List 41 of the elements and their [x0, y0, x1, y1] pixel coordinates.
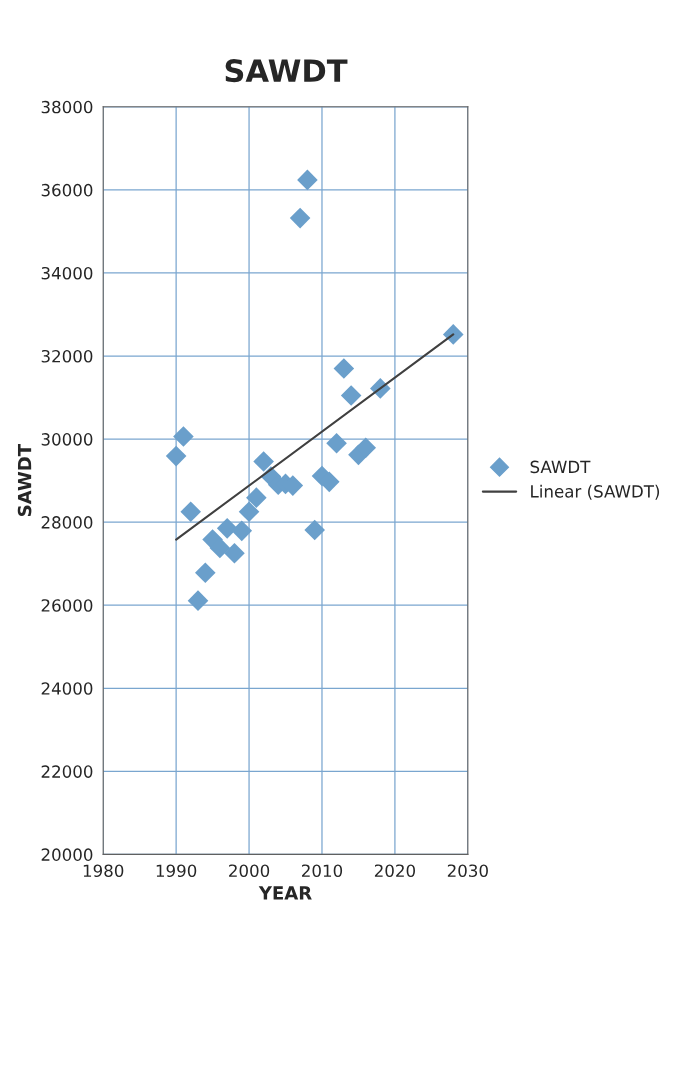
x-tick-label: 2020: [374, 864, 416, 878]
y-tick-label: 34000: [41, 266, 93, 280]
y-axis-title: SAWDT: [17, 444, 32, 516]
point: [333, 358, 355, 379]
y-tick-label: 38000: [41, 100, 93, 114]
point: [180, 501, 202, 523]
point: [165, 445, 187, 467]
y-tick-label: 26000: [41, 599, 93, 612]
y-tick-label: 20000: [41, 848, 93, 861]
x-axis-title: YEAR: [258, 886, 312, 900]
point: [442, 324, 464, 345]
y-tick-label: 36000: [41, 183, 93, 197]
x-tick-label: 1980: [83, 864, 124, 878]
point: [187, 590, 209, 611]
legend-label: Linear (SAWDT): [531, 484, 660, 500]
point: [195, 562, 216, 584]
point: [355, 437, 377, 459]
y-tick-label: 24000: [41, 682, 93, 695]
point: [216, 518, 238, 539]
y-tick-label: 22000: [41, 765, 93, 778]
point: [289, 207, 311, 229]
x-tick-label: 2030: [447, 864, 488, 878]
point: [253, 451, 274, 472]
point: [340, 385, 362, 406]
x-tick-label: 1990: [156, 864, 197, 878]
legend-label: SAWDT: [530, 460, 591, 474]
point: [224, 542, 245, 564]
point: [238, 501, 260, 523]
chart-title: SAWDT: [225, 59, 348, 83]
x-tick-label: 2010: [302, 864, 343, 878]
point: [231, 520, 253, 542]
x-tick-label: 2000: [229, 864, 270, 878]
point: [326, 432, 347, 454]
point: [173, 426, 194, 447]
y-tick-label: 32000: [41, 349, 93, 363]
y-tick-label: 28000: [41, 516, 93, 529]
point: [209, 537, 231, 559]
point: [304, 519, 325, 541]
y-tick-label: 30000: [41, 433, 93, 446]
point: [297, 169, 318, 191]
point: [246, 487, 267, 508]
